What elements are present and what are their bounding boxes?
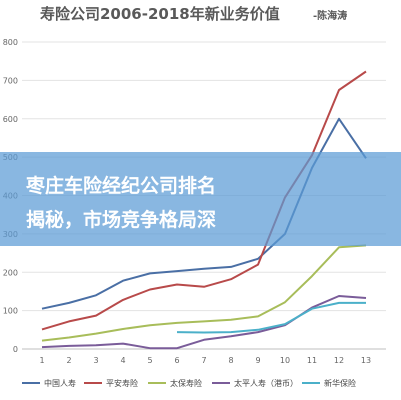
series-line [41,244,367,342]
overlay-line-2: 揭秘，市场竞争格局深 [26,208,216,231]
x-tick-label: 4 [120,356,125,365]
x-tick-label: 10 [280,356,290,365]
legend: 中国人寿 平安寿险 太保寿险 太平人寿（港币） 新华保险 [22,378,356,388]
x-tick-label: 7 [201,356,206,365]
x-tick-label: 12 [334,356,344,365]
x-tick-label: 3 [93,356,98,365]
x-tick-label: 6 [174,356,179,365]
y-tick-label: 800 [3,38,18,47]
legend-item: 新华保险 [302,378,356,388]
y-tick-label: 0 [13,345,18,354]
legend-item: 太平人寿（港币） [212,378,298,388]
y-tick-label: 200 [3,268,18,277]
legend-label: 新华保险 [324,378,356,388]
legend-label: 平安寿险 [106,378,138,388]
x-tick-label: 13 [361,356,371,365]
x-tick-label: 9 [255,356,260,365]
legend-item: 中国人寿 [22,378,76,388]
overlay-line-1: 枣庄车险经纪公司排名 [25,174,216,197]
x-tick-label: 11 [307,356,317,365]
legend-label: 太保寿险 [170,378,202,388]
chart-title: 寿险公司2006-2018年新业务价值 [40,5,280,23]
legend-item: 平安寿险 [84,378,138,388]
y-tick-label: 600 [3,115,18,124]
series-line [41,295,367,350]
chart-subtitle: -陈海涛 [313,9,347,22]
x-tick-label: 2 [66,356,71,365]
y-tick-label: 100 [3,307,18,316]
y-tick-label: 700 [3,76,18,85]
x-tick-label: 1 [39,356,44,365]
overlay-band [0,152,401,246]
x-tick-label: 5 [147,356,152,365]
legend-label: 中国人寿 [44,378,76,388]
legend-item: 太保寿险 [148,378,202,388]
legend-label: 太平人寿（港币） [234,378,298,388]
x-tick-label: 8 [228,356,233,365]
overlay-banner: 枣庄车险经纪公司排名 揭秘，市场竞争格局深 [0,152,401,246]
series-line [176,301,366,334]
x-axis-ticks: 1 2 3 4 5 6 7 8 9 10 11 12 13 [39,356,371,365]
